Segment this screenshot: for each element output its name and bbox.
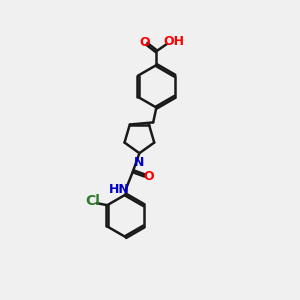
- Text: HN: HN: [109, 183, 130, 196]
- Text: Cl: Cl: [85, 194, 100, 208]
- Text: N: N: [134, 156, 145, 170]
- Text: OH: OH: [163, 35, 184, 48]
- Text: O: O: [143, 170, 154, 183]
- Text: O: O: [140, 36, 150, 49]
